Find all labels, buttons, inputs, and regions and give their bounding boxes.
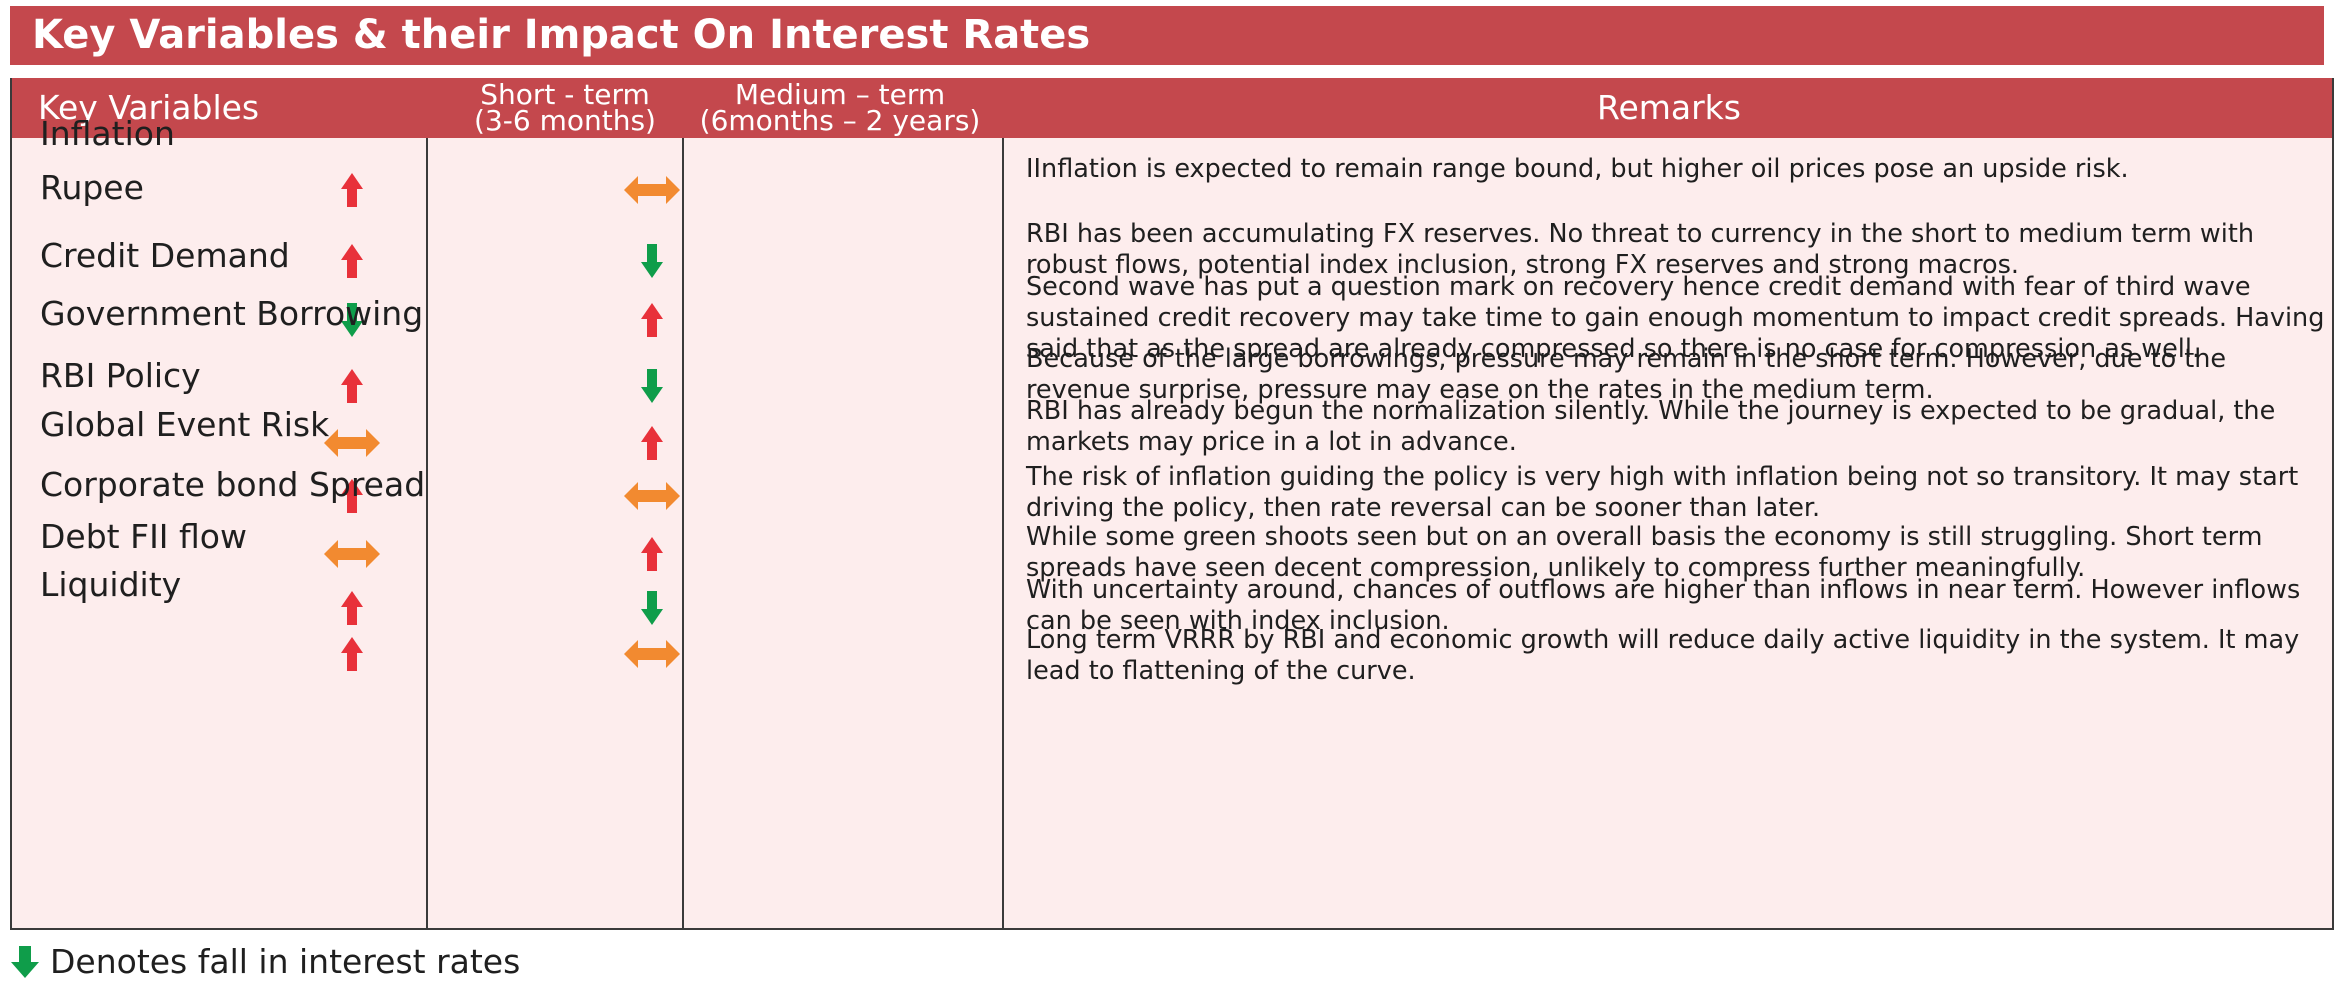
header-medium-term: Medium – term (6months – 2 years): [680, 78, 1000, 142]
key-variable-label: Credit Demand: [40, 236, 290, 275]
up-arrow-icon: [641, 303, 663, 337]
header-short-term: Short - term (3-6 months): [426, 78, 704, 142]
down-arrow-icon: [11, 946, 39, 978]
down-arrow-icon: [641, 369, 663, 403]
bidirectional-arrow-icon: [624, 482, 680, 510]
remark-text: RBI has been accumulating FX reserves. N…: [1026, 219, 2255, 280]
up-arrow-icon: [341, 479, 363, 513]
up-arrow-icon: [341, 369, 363, 403]
column-divider: [426, 138, 428, 928]
bidirectional-arrow-icon: [324, 429, 380, 457]
remark-text: With uncertainty around, chances of outf…: [1026, 575, 2301, 636]
down-arrow-icon: [641, 591, 663, 625]
key-variable-label: Liquidity: [40, 565, 182, 604]
header-short-term-line1: Short - term: [480, 78, 650, 111]
remark-text: Second wave has put a question mark on r…: [1026, 272, 2325, 364]
table-header: Key Variables Short - term (3-6 months) …: [12, 78, 2332, 138]
bidirectional-arrow-icon: [324, 540, 380, 568]
remark-text: IInflation is expected to remain range b…: [1026, 154, 2129, 184]
key-variable-label: Debt FII flow: [40, 517, 247, 556]
column-divider: [682, 138, 684, 928]
bidirectional-arrow-icon: [624, 176, 680, 204]
key-variable-label: Global Event Risk: [40, 405, 330, 444]
remark-text: While some green shoots seen but on an o…: [1026, 522, 2263, 583]
down-arrow-icon: [341, 303, 363, 337]
key-variable-label: Government Borrowing: [40, 294, 424, 333]
header-remarks: Remarks: [1597, 88, 1741, 127]
remark-text: The risk of inflation guiding the policy…: [1026, 462, 2299, 523]
key-variable-label: Rupee: [40, 168, 144, 207]
key-variable-label: RBI Policy: [40, 356, 201, 395]
header-medium-term-line1: Medium – term: [734, 78, 946, 111]
remark-text: RBI has already begun the normalization …: [1026, 396, 2276, 457]
header-short-term-line2: (3-6 months): [474, 104, 656, 137]
header-medium-term-line2: (6months – 2 years): [699, 104, 981, 137]
up-arrow-icon: [341, 244, 363, 278]
bidirectional-arrow-icon: [624, 640, 680, 668]
legend-text: Denotes fall in interest rates: [50, 942, 521, 981]
key-variable-label: Corporate bond Spread: [40, 465, 426, 504]
remark-text: Long term VRRR by RBI and economic growt…: [1026, 625, 2300, 686]
down-arrow-icon: [641, 244, 663, 278]
up-arrow-icon: [341, 591, 363, 625]
up-arrow-icon: [641, 426, 663, 460]
column-divider: [1002, 138, 1004, 928]
remark-text: Because of the large borrowings, pressur…: [1026, 344, 2227, 405]
key-variable-label: Inflation: [40, 114, 175, 153]
page-title: Key Variables & their Impact On Interest…: [10, 6, 2324, 65]
up-arrow-icon: [341, 637, 363, 671]
impact-table: Key Variables Short - term (3-6 months) …: [10, 78, 2334, 930]
header-key-variables: Key Variables: [38, 88, 260, 127]
up-arrow-icon: [641, 537, 663, 571]
up-arrow-icon: [341, 173, 363, 207]
